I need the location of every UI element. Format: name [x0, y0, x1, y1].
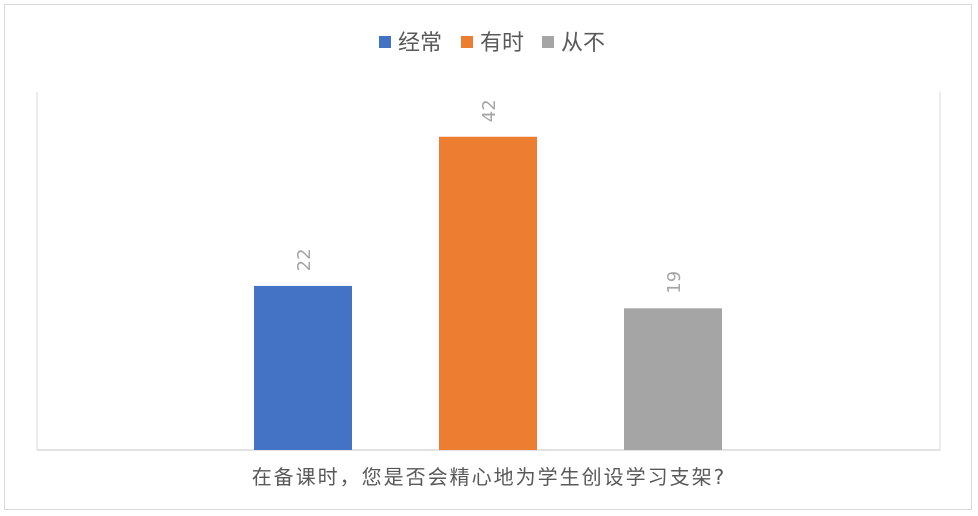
data-label-2: 42 [479, 99, 500, 122]
legend-label-1: 经常 [398, 31, 442, 56]
data-label-1: 22 [294, 248, 315, 271]
bar-2 [439, 136, 537, 450]
data-label-3: 19 [664, 271, 685, 294]
data-labels: 22 42 19 [294, 99, 685, 293]
legend-swatch-1 [379, 36, 391, 48]
legend: 经常 有时 从不 [379, 31, 605, 56]
x-axis-title: 在备课时，您是否会精心地为学生创设学习支架? [252, 465, 727, 489]
bar-1 [254, 285, 352, 450]
legend-label-3: 从不 [561, 31, 605, 56]
legend-swatch-2 [461, 36, 473, 48]
bars [254, 136, 722, 450]
legend-swatch-3 [542, 36, 554, 48]
bar-3 [624, 308, 722, 450]
legend-label-2: 有时 [480, 31, 524, 56]
